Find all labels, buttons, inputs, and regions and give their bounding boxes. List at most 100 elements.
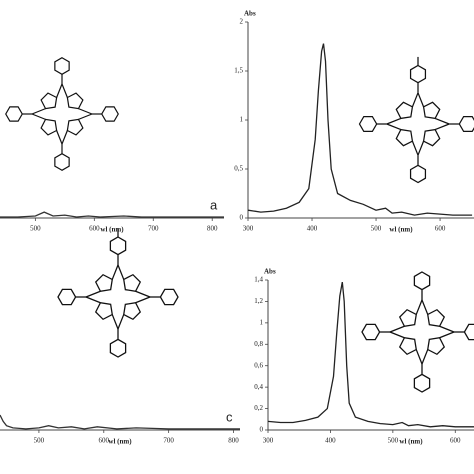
spectrum-line [247, 43, 473, 216]
x-tick-label: 400 [325, 437, 336, 445]
bond [111, 314, 119, 330]
x-axis-label: wl (nm) [389, 226, 413, 234]
phenyl-ring [109, 236, 127, 256]
x-tick-label: 500 [371, 225, 382, 233]
y-axis-label: Abs [244, 10, 256, 18]
bond [61, 83, 68, 98]
bond [421, 349, 429, 365]
bond [417, 140, 425, 156]
bond [434, 117, 450, 125]
phenyl-ring [54, 153, 70, 171]
x-tick-label: 500 [34, 437, 45, 445]
spectrum-line [0, 211, 224, 218]
porphyrin-structure [57, 228, 179, 358]
bond [389, 331, 405, 339]
pyrrole-ring [398, 308, 417, 327]
pyrrole-ring [427, 337, 446, 356]
phenyl-ring [54, 57, 70, 75]
y-tick-label: 0,5 [234, 165, 243, 173]
x-tick-label: 700 [163, 437, 174, 445]
x-tick-label: 600 [99, 437, 110, 445]
phenyl-ring [409, 64, 427, 84]
bond [56, 83, 63, 98]
bond [117, 314, 125, 330]
porphyrin-structure [5, 57, 119, 171]
bond [56, 130, 63, 145]
y-tick-label: 0 [240, 214, 244, 222]
y-tick-label: 0,2 [254, 404, 263, 412]
bond [117, 264, 125, 280]
panel-label: a [210, 197, 218, 212]
x-tick-label: 700 [148, 225, 159, 233]
bond [415, 349, 423, 365]
y-tick-label: 1,5 [234, 67, 243, 75]
bond [389, 325, 405, 333]
pyrrole-ring [422, 101, 441, 120]
bond [386, 123, 402, 131]
x-tick-label: 600 [435, 225, 446, 233]
phenyl-ring [409, 164, 427, 184]
x-tick-label: 500 [388, 437, 399, 445]
pyrrole-ring [66, 118, 84, 136]
bond [78, 108, 93, 115]
x-tick-label: 500 [30, 225, 41, 233]
bond [386, 117, 402, 125]
y-tick-label: 1,2 [254, 297, 263, 305]
y-tick-label: 2 [240, 18, 244, 26]
x-tick-label: 600 [89, 225, 100, 233]
x-axis-label: wl (nm) [399, 438, 423, 446]
y-tick-label: 1 [260, 318, 264, 326]
spectrum-line [267, 281, 474, 428]
phenyl-ring [57, 288, 77, 306]
x-tick-label: 800 [228, 437, 239, 445]
bond [31, 108, 46, 115]
y-tick-label: 1,4 [254, 276, 263, 284]
x-tick-label: 300 [243, 225, 254, 233]
panel-label: c [226, 409, 233, 424]
bond [135, 290, 151, 298]
bond [421, 299, 429, 315]
phenyl-ring [159, 288, 179, 306]
bond [61, 130, 68, 145]
x-axis-label: wl (nm) [100, 226, 124, 234]
bond [439, 325, 455, 333]
x-tick-label: 600 [450, 437, 461, 445]
y-tick-label: 0,8 [254, 340, 263, 348]
pyrrole-ring [40, 118, 58, 136]
pyrrole-ring [395, 101, 414, 120]
pyrrole-ring [427, 308, 446, 327]
bond [111, 264, 119, 280]
phenyl-ring [358, 115, 378, 133]
porphyrin-structure [361, 271, 474, 393]
pyrrole-ring [395, 128, 414, 147]
phenyl-ring [413, 373, 431, 393]
bond [31, 113, 46, 120]
pyrrole-ring [123, 273, 142, 292]
x-tick-label: 800 [207, 225, 218, 233]
spectrum-line [0, 414, 240, 430]
pyrrole-ring [40, 92, 58, 110]
phenyl-ring [109, 338, 127, 358]
phenyl-ring [458, 115, 474, 133]
phenyl-ring [361, 323, 381, 341]
bond [415, 299, 423, 315]
phenyl-ring [5, 106, 23, 122]
pyrrole-ring [66, 92, 84, 110]
phenyl-ring [463, 323, 474, 341]
y-tick-label: 0,6 [254, 361, 263, 369]
pyrrole-ring [422, 128, 441, 147]
bond [85, 296, 101, 304]
bond [411, 140, 419, 156]
bond [439, 331, 455, 339]
x-tick-label: 400 [307, 225, 318, 233]
bond [135, 296, 151, 304]
phenyl-ring [413, 271, 431, 291]
pyrrole-ring [398, 337, 417, 356]
bond [434, 123, 450, 131]
pyrrole-ring [94, 302, 113, 321]
bond [417, 92, 425, 108]
y-tick-label: 1 [240, 116, 244, 124]
porphyrin-structure [358, 56, 474, 184]
pyrrole-ring [94, 273, 113, 292]
